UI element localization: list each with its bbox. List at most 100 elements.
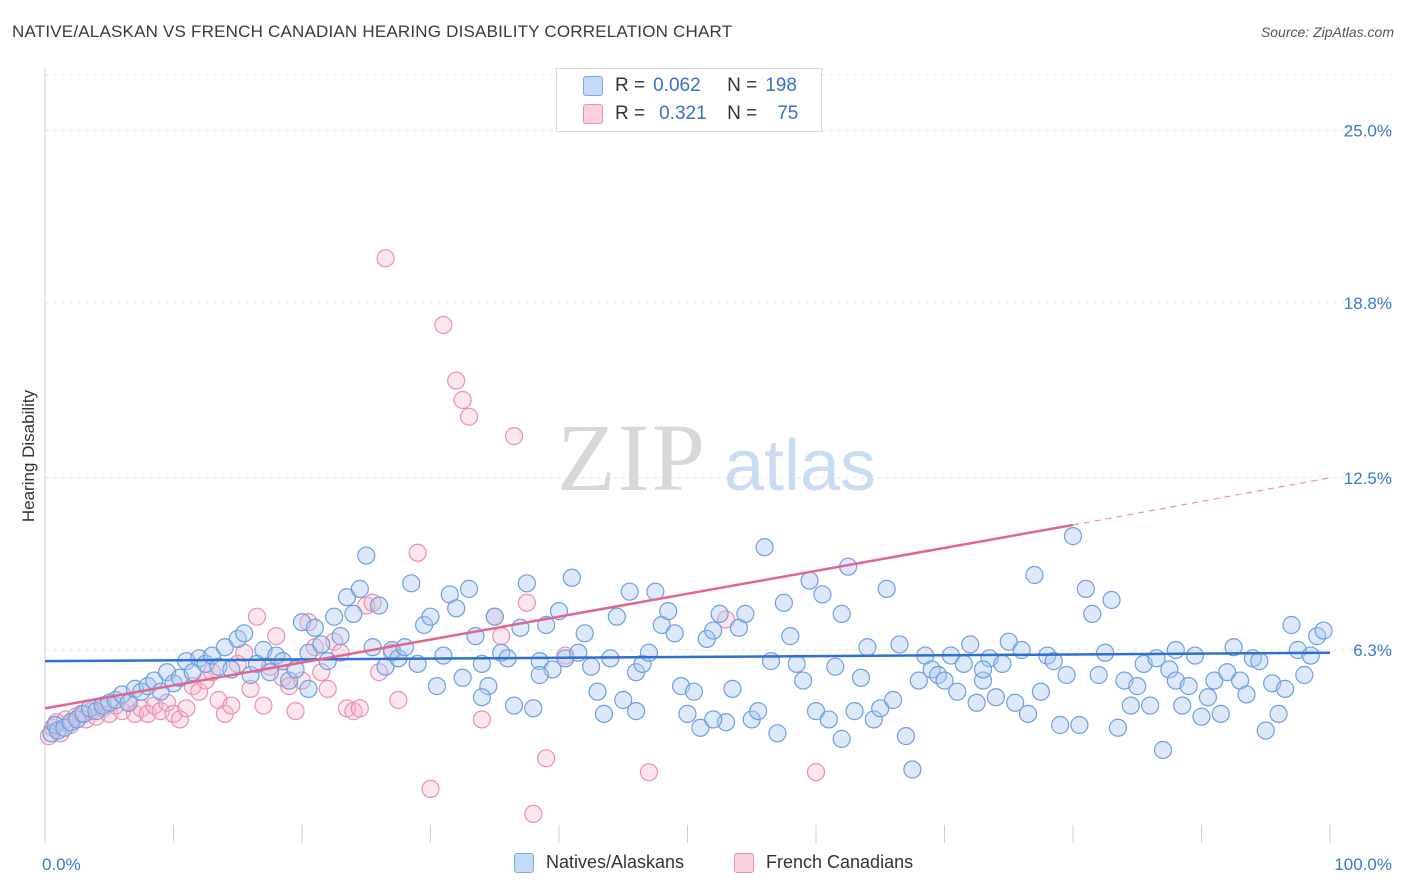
trend-lines	[44, 477, 1331, 710]
data-point-natives-alaskans	[774, 593, 793, 612]
data-point-natives-alaskans	[305, 618, 324, 637]
y-tick-label: 12.5%	[1344, 469, 1392, 488]
data-point-french-canadians	[170, 710, 190, 729]
data-point-natives-alaskans	[1057, 665, 1076, 685]
y-tick-label: 18.8%	[1344, 294, 1392, 313]
data-point-natives-alaskans	[562, 568, 581, 587]
data-point-natives-alaskans	[736, 604, 755, 623]
x-tick-label: 0.0%	[42, 855, 81, 874]
data-point-french-canadians	[524, 804, 543, 823]
legend-n-label: N =	[727, 103, 758, 124]
data-point-natives-alaskans	[1044, 652, 1063, 671]
data-point-natives-alaskans	[582, 657, 601, 676]
data-point-natives-alaskans	[1070, 715, 1089, 735]
data-point-natives-alaskans	[1301, 646, 1320, 665]
data-point-natives-alaskans	[723, 679, 742, 698]
data-point-natives-alaskans	[1275, 679, 1295, 698]
data-point-natives-alaskans	[453, 668, 472, 687]
data-point-natives-alaskans	[620, 582, 639, 601]
data-point-natives-alaskans	[883, 690, 903, 710]
data-point-french-canadians	[472, 710, 491, 729]
legend-r-value: 0.062	[653, 75, 701, 96]
data-point-french-canadians	[537, 749, 556, 768]
data-point-french-canadians	[639, 763, 659, 782]
data-point-natives-alaskans	[524, 699, 543, 718]
data-point-natives-alaskans	[967, 693, 986, 712]
data-point-natives-alaskans	[819, 710, 838, 729]
chart-title: NATIVE/ALASKAN VS FRENCH CANADIAN HEARIN…	[12, 22, 733, 41]
data-point-natives-alaskans	[813, 585, 832, 604]
data-point-natives-alaskans	[948, 682, 967, 701]
data-point-natives-alaskans	[1006, 693, 1025, 712]
data-point-natives-alaskans	[710, 604, 729, 623]
data-point-natives-alaskans	[1179, 677, 1198, 696]
data-point-natives-alaskans	[961, 635, 980, 654]
data-point-natives-alaskans	[993, 654, 1012, 673]
data-point-natives-alaskans	[787, 654, 806, 673]
data-point-natives-alaskans	[479, 677, 498, 696]
data-point-natives-alaskans	[575, 624, 594, 643]
axes	[44, 68, 1331, 843]
data-point-natives-alaskans	[459, 579, 479, 598]
chart-source: Source: ZipAtlas.com	[1260, 24, 1394, 40]
bottom-legend: Natives/Alaskans French Canadians	[0, 852, 1406, 876]
legend-swatch-pink	[583, 104, 603, 124]
data-point-natives-alaskans	[588, 682, 607, 701]
data-point-natives-alaskans	[691, 718, 710, 737]
y-tick-label: 25.0%	[1344, 122, 1392, 141]
data-point-natives-alaskans	[325, 607, 344, 626]
data-point-natives-alaskans	[781, 627, 800, 646]
data-point-natives-alaskans	[1128, 677, 1147, 696]
data-point-natives-alaskans	[1166, 640, 1185, 660]
data-point-natives-alaskans	[1211, 704, 1230, 723]
legend-row-french: R = 0.321 N = 75	[583, 101, 798, 127]
data-point-natives-alaskans	[344, 604, 363, 623]
data-point-natives-alaskans	[1250, 652, 1269, 671]
data-point-natives-alaskans	[1314, 621, 1333, 640]
data-point-french-canadians	[267, 627, 286, 646]
data-point-french-canadians	[177, 699, 196, 718]
data-point-natives-alaskans	[794, 671, 813, 690]
data-point-french-canadians	[434, 315, 453, 335]
series-natives-alaskans	[42, 527, 1333, 779]
data-point-natives-alaskans	[845, 702, 864, 721]
data-point-natives-alaskans	[755, 538, 774, 557]
data-point-natives-alaskans	[427, 677, 447, 696]
bottom-legend-french: French Canadians	[734, 852, 913, 873]
bottom-legend-swatch-pink	[734, 852, 754, 873]
data-point-natives-alaskans	[858, 638, 877, 657]
data-point-natives-alaskans	[704, 621, 723, 640]
data-point-french-canadians	[318, 679, 337, 698]
y-axis-label: Hearing Disability	[19, 389, 38, 522]
data-point-natives-alaskans	[1051, 715, 1070, 735]
data-point-french-canadians	[408, 543, 427, 562]
data-point-natives-alaskans	[768, 724, 787, 743]
legend-row-natives: R = 0.062 N = 198	[583, 73, 797, 99]
data-point-french-canadians	[254, 696, 273, 715]
data-point-natives-alaskans	[954, 654, 973, 673]
data-point-natives-alaskans	[973, 660, 993, 679]
watermark: ZIP atlas	[557, 404, 876, 511]
data-point-french-canadians	[421, 779, 440, 798]
data-point-natives-alaskans	[1121, 696, 1140, 715]
data-point-natives-alaskans	[633, 654, 652, 673]
data-point-natives-alaskans	[1063, 527, 1083, 546]
data-point-french-canadians	[222, 696, 241, 715]
data-point-natives-alaskans	[614, 690, 633, 710]
trend-line-french-canadians	[44, 523, 1074, 710]
data-point-french-canadians	[241, 679, 260, 698]
data-point-natives-alaskans	[402, 574, 421, 593]
data-point-natives-alaskans	[1198, 688, 1218, 707]
data-point-natives-alaskans	[357, 546, 376, 565]
data-point-natives-alaskans	[1269, 704, 1288, 723]
data-point-natives-alaskans	[871, 699, 890, 718]
data-point-natives-alaskans	[1224, 638, 1243, 657]
data-point-natives-alaskans	[890, 635, 909, 654]
data-point-french-canadians	[504, 427, 524, 446]
data-point-natives-alaskans	[517, 574, 536, 593]
data-point-natives-alaskans	[999, 632, 1018, 651]
data-point-natives-alaskans	[1192, 707, 1211, 726]
data-point-natives-alaskans	[1173, 696, 1192, 715]
x-tick-label: 100.0%	[1334, 855, 1392, 874]
